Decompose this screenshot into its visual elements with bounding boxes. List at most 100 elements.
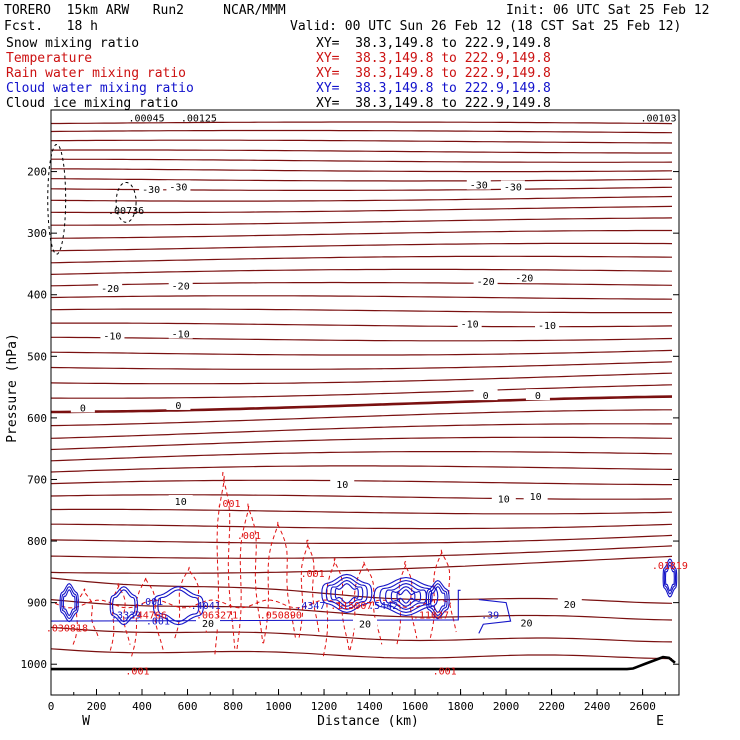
- temperature-label-bg: [98, 281, 123, 293]
- x-tick-label: 0: [48, 700, 55, 713]
- x-tick-label: 2400: [584, 700, 611, 713]
- temperature-label: 10: [530, 492, 542, 503]
- temperature-label-bg: [473, 275, 498, 287]
- temperature-label-bg: [330, 477, 355, 489]
- y-tick-label: 200: [27, 166, 47, 179]
- isotherm: [50, 139, 673, 144]
- x-tick-label: 2200: [538, 700, 565, 713]
- terrain-line: [51, 655, 676, 671]
- temperature-label-bg: [523, 490, 548, 502]
- cloud-water-contour: [157, 589, 200, 623]
- temperature-label-bg: [525, 389, 550, 401]
- temperature-contours: [50, 121, 673, 660]
- temperature-label: -10: [172, 330, 190, 341]
- temperature-label: 20: [521, 618, 533, 629]
- temperature-label: -20: [101, 284, 119, 295]
- rain-contour: [174, 566, 208, 639]
- rain-contour: [298, 539, 320, 638]
- isotherm: [51, 217, 673, 226]
- mixing-ratio-label: .001: [433, 666, 457, 677]
- cloud-water-contour: [62, 589, 76, 617]
- temperature-label-bg: [457, 317, 482, 329]
- temperature-label: -30: [169, 182, 187, 193]
- axes: Distance (km) Pressure (hPa) W E 0 200 400…: [5, 166, 664, 729]
- mixing-ratio-label: .001: [139, 597, 163, 608]
- terrain-line: [51, 655, 676, 671]
- cloud-ice-contours: [47, 144, 137, 255]
- cloud-water-contour: [379, 579, 433, 613]
- x-tick-label: 2000: [493, 700, 520, 713]
- mixing-ratio-label: .001: [125, 666, 149, 677]
- east-endpoint-label: E: [656, 714, 664, 729]
- y-tick-label: 400: [27, 289, 47, 302]
- rain-contour: [214, 471, 236, 655]
- x-tick-label: 1800: [447, 700, 474, 713]
- temperature-label-bg: [196, 616, 220, 628]
- cloud-water-contour: [664, 564, 675, 592]
- cloud-water-contour: [662, 558, 678, 598]
- isotherm: [51, 336, 673, 342]
- isotherm: [50, 268, 673, 275]
- cloud-water-contour: [152, 586, 204, 626]
- rain-water-contours: [54, 471, 457, 657]
- mixing-ratio-label: .01819: [652, 561, 688, 572]
- isotherm: [51, 158, 673, 163]
- isotherm: [50, 648, 673, 660]
- temperature-label: 0: [483, 391, 489, 402]
- temperature-label-bg: [514, 616, 539, 628]
- isotherm: [51, 384, 673, 399]
- x-tick-label: 1400: [356, 700, 383, 713]
- cloud-ice-contour: [115, 182, 137, 223]
- y-axis-label: Pressure (hPa): [5, 333, 20, 443]
- isotherm: [50, 479, 672, 486]
- isotherm: [51, 149, 672, 154]
- legend-snow-label: Snow mixing ratio: [6, 36, 140, 51]
- cloud-water-contour: [663, 561, 677, 595]
- rain-contour: [263, 521, 296, 644]
- temperature-label: 0: [175, 401, 181, 412]
- isotherm: [51, 121, 673, 125]
- temperature-label-bg: [166, 180, 191, 192]
- cloud-water-contour: [385, 583, 427, 610]
- temperature-label: 20: [202, 619, 214, 630]
- x-axis-label: Distance (km): [317, 714, 419, 729]
- mixing-ratio-label: .00736: [108, 206, 144, 217]
- temperature-label-bg: [557, 597, 582, 609]
- isotherm: [50, 308, 672, 314]
- init-time: Init: 06 UTC Sat 25 Feb 12: [506, 3, 710, 18]
- cloud-water-contour: [321, 573, 373, 613]
- mixing-ratio-label: .4041: [191, 601, 221, 612]
- mixing-ratio-label: .5442: [368, 601, 398, 612]
- isotherm: [50, 242, 673, 252]
- isotherm: [50, 626, 673, 643]
- isotherm: [51, 523, 673, 530]
- x-tick-label: 1600: [402, 700, 429, 713]
- temperature-label-bg: [168, 327, 193, 339]
- temperature-label: -30: [470, 181, 488, 192]
- temperature-label-bg: [535, 318, 560, 330]
- isotherm: [51, 178, 673, 182]
- mixing-ratio-label: .001: [216, 499, 240, 510]
- isotherm: [50, 599, 673, 621]
- rain-contour: [72, 588, 100, 645]
- legend-rain-xy: XY= 38.3,149.8 to 222.9,149.8: [316, 66, 551, 81]
- cloud-water-contour: [390, 586, 422, 607]
- cloud-water-contour: [325, 576, 368, 610]
- temperature-label: -10: [103, 331, 121, 342]
- isotherm: [50, 295, 673, 300]
- cloud-water-contours: [50, 558, 678, 634]
- isotherm: [51, 508, 673, 515]
- temperature-label: -20: [477, 277, 495, 288]
- x-tick-label: 800: [223, 700, 243, 713]
- temperature-label: 10: [175, 497, 187, 508]
- cloud-water-contour: [330, 579, 364, 607]
- mixing-ratio-label: .001: [301, 569, 325, 580]
- isotherm: [50, 281, 673, 287]
- mixing-ratio-label: .00125: [181, 113, 217, 124]
- temperature-label-bg: [512, 271, 537, 283]
- mixing-ratio-label: .001: [237, 531, 261, 542]
- temperature-label: 10: [498, 495, 510, 506]
- isotherm: [50, 534, 673, 545]
- mixing-ratio-label: .39: [481, 610, 499, 621]
- isotherm: [51, 168, 673, 173]
